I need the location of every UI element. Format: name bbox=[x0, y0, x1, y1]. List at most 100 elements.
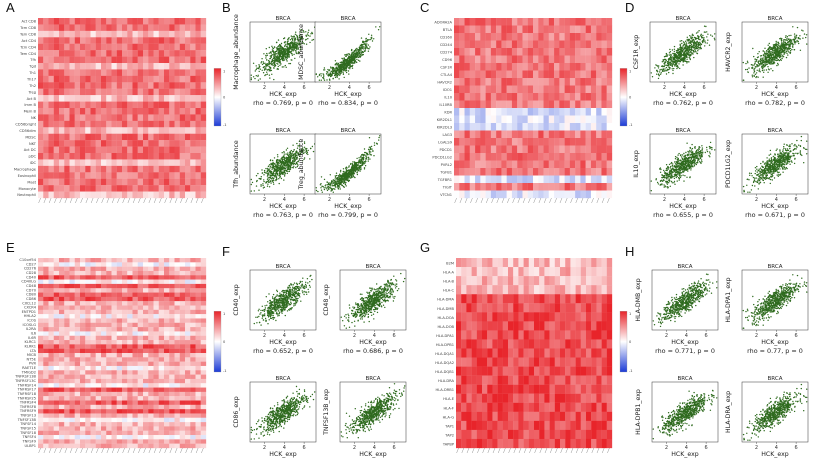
heatmap-cell bbox=[106, 340, 112, 345]
heatmap-cell bbox=[466, 294, 472, 304]
heatmap-cell bbox=[116, 108, 123, 115]
heatmap-row-label: TNFRSF13B bbox=[14, 375, 36, 379]
heatmap-cell bbox=[469, 175, 476, 184]
heatmap-col-tick bbox=[581, 447, 584, 454]
heatmap-cell bbox=[48, 95, 54, 102]
heatmap-cell bbox=[506, 85, 513, 94]
heatmap-cell bbox=[38, 279, 44, 285]
heatmap-cell bbox=[69, 309, 75, 315]
heatmap-cell bbox=[200, 322, 207, 328]
heatmap-cell bbox=[549, 384, 555, 394]
heatmap-cell bbox=[461, 438, 467, 449]
heatmap-cell bbox=[53, 396, 60, 401]
heatmap-cell bbox=[506, 93, 513, 101]
heatmap-cell bbox=[164, 133, 170, 141]
heatmap-cell bbox=[53, 37, 60, 44]
scatter-point bbox=[256, 67, 258, 69]
heatmap-cell bbox=[482, 339, 488, 349]
heatmap-cell bbox=[101, 146, 107, 154]
heatmap-cell bbox=[469, 63, 476, 71]
scatter-point bbox=[268, 60, 270, 63]
heatmap-cell bbox=[111, 296, 117, 302]
heatmap-cell bbox=[127, 266, 133, 272]
scatter-point bbox=[274, 52, 276, 54]
heatmap-cell bbox=[591, 258, 597, 268]
heatmap-cell bbox=[174, 340, 180, 345]
heatmap-cell bbox=[101, 275, 107, 280]
heatmap-cell bbox=[560, 312, 566, 322]
heatmap-cell bbox=[132, 172, 138, 179]
heatmap-cell bbox=[80, 262, 86, 267]
heatmap-cell bbox=[179, 348, 186, 354]
scatter-point bbox=[269, 66, 272, 69]
heatmap-cell bbox=[64, 409, 70, 414]
heatmap-row-label: IL10 bbox=[444, 95, 452, 99]
heatmap-cell bbox=[95, 159, 102, 167]
heatmap-cell bbox=[111, 159, 117, 167]
heatmap-cell bbox=[48, 383, 54, 388]
heatmap-cell bbox=[179, 172, 186, 179]
heatmap-cell bbox=[74, 283, 81, 289]
heatmap-cell bbox=[90, 426, 96, 431]
heatmap-cell bbox=[174, 439, 180, 444]
scatter-point bbox=[287, 55, 289, 58]
heatmap-cell bbox=[132, 357, 138, 362]
heatmap-cell bbox=[490, 55, 497, 64]
heatmap-cell bbox=[80, 50, 86, 57]
heatmap-cell bbox=[569, 145, 576, 154]
heatmap-cell bbox=[59, 172, 65, 179]
heatmap-cell bbox=[523, 276, 529, 286]
heatmap-cell bbox=[480, 78, 486, 86]
heatmap-row-label: Imm B bbox=[24, 103, 36, 107]
heatmap-cell bbox=[85, 305, 91, 310]
heatmap-cell bbox=[132, 378, 138, 384]
heatmap-cell bbox=[527, 175, 534, 184]
heatmap-cell bbox=[53, 322, 60, 328]
heatmap-cell bbox=[492, 267, 498, 277]
heatmap-cell bbox=[596, 130, 602, 139]
scatter-point bbox=[336, 74, 339, 77]
heatmap-cell bbox=[482, 357, 488, 367]
heatmap-cell bbox=[179, 327, 186, 332]
heatmap-cell bbox=[482, 321, 488, 331]
heatmap-cell bbox=[158, 30, 165, 38]
heatmap-cell bbox=[106, 146, 112, 154]
heatmap-cell bbox=[116, 309, 123, 315]
heatmap-cell bbox=[38, 309, 44, 315]
heatmap-cell bbox=[466, 348, 472, 358]
heatmap-cell bbox=[143, 165, 149, 173]
heatmap-cell bbox=[69, 258, 75, 263]
heatmap-cell bbox=[543, 108, 549, 116]
heatmap-cell bbox=[506, 100, 513, 109]
heatmap-cell bbox=[116, 279, 123, 285]
heatmap-cell bbox=[106, 365, 112, 371]
heatmap-cell bbox=[497, 393, 503, 403]
heatmap-cell bbox=[53, 258, 60, 263]
heatmap-cell bbox=[137, 361, 144, 367]
scatter-point bbox=[277, 57, 280, 60]
heatmap-cell bbox=[538, 100, 544, 109]
heatmap-cell bbox=[111, 165, 117, 173]
heatmap-cell bbox=[74, 43, 81, 51]
heatmap-cell bbox=[485, 130, 492, 139]
heatmap-cell bbox=[127, 353, 133, 358]
heatmap-cell bbox=[116, 262, 123, 267]
heatmap-cell bbox=[195, 365, 201, 371]
heatmap-cell bbox=[543, 78, 549, 86]
heatmap-cell bbox=[85, 95, 91, 102]
heatmap-cell bbox=[153, 296, 159, 302]
heatmap-cell bbox=[580, 93, 586, 101]
heatmap-cell bbox=[523, 312, 529, 322]
scatter-point bbox=[292, 50, 294, 52]
heatmap-cell bbox=[543, 63, 549, 71]
heatmap-row-label: Tcm CD4 bbox=[19, 45, 36, 49]
heatmap-col-tick bbox=[190, 197, 194, 204]
heatmap-cell bbox=[137, 56, 144, 64]
heatmap-cell bbox=[106, 95, 112, 102]
heatmap-cell bbox=[591, 348, 597, 358]
heatmap-cell bbox=[190, 165, 196, 173]
scatter-point bbox=[370, 34, 373, 36]
heatmap-cell bbox=[601, 85, 607, 94]
heatmap-cell bbox=[569, 183, 576, 191]
heatmap-g: B2MHLA-AHLA-BHLA-CHLA-DMAHLA-DMBHLA-DOAH… bbox=[435, 258, 633, 454]
